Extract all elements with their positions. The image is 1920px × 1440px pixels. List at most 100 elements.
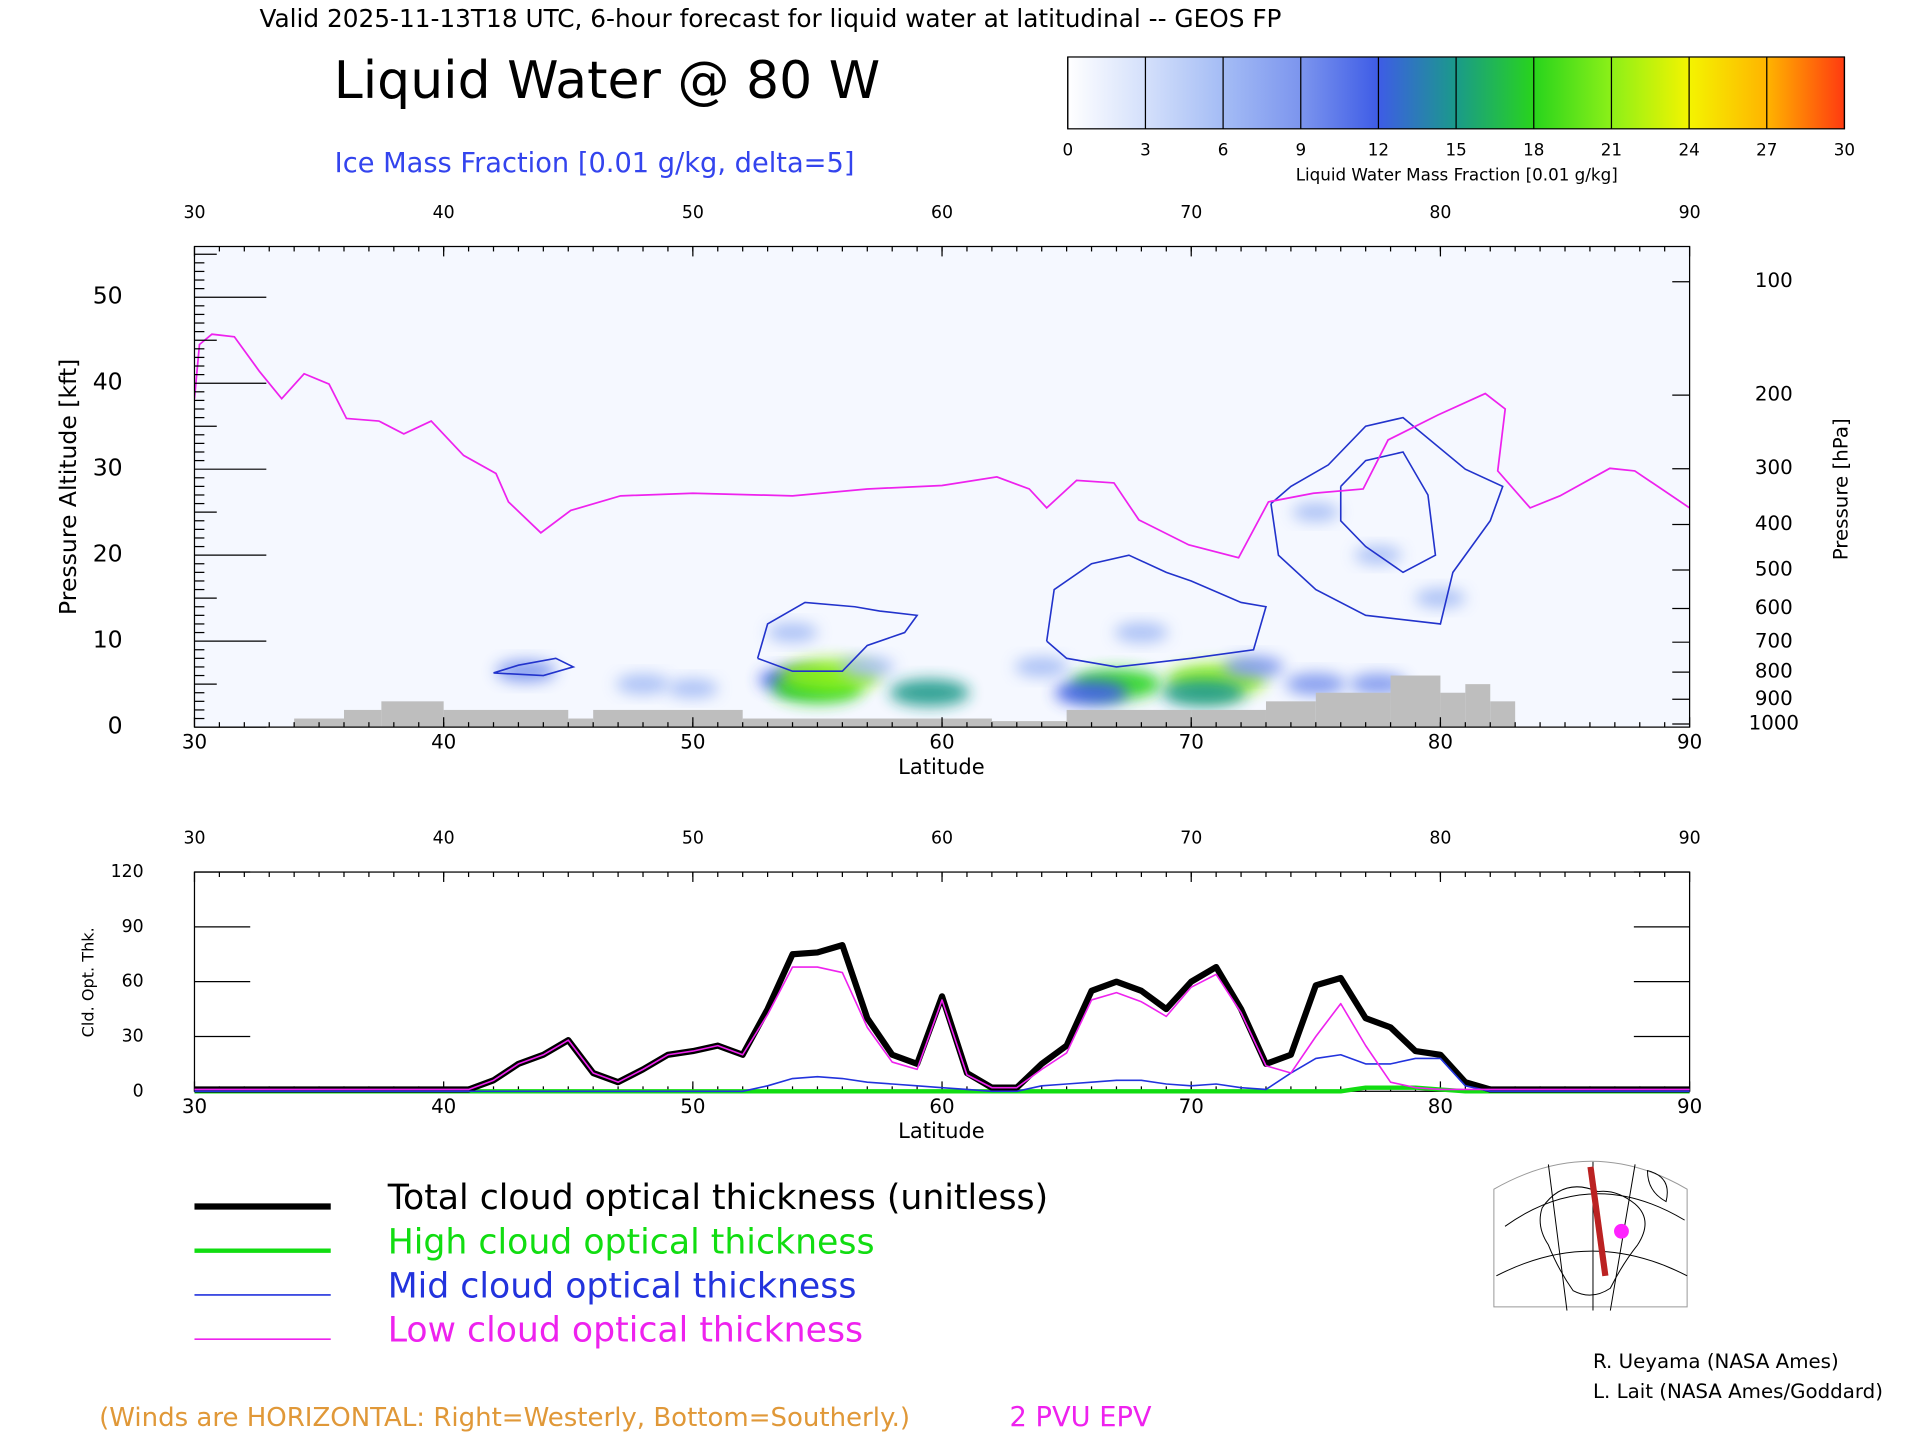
ice-contour <box>756 601 919 673</box>
epv-line <box>194 333 1690 559</box>
x-tick-label: 30 <box>182 731 207 754</box>
credit: L. Lait (NASA Ames/Goddard) <box>1593 1380 1883 1403</box>
x-tick-label: 60 <box>931 203 953 223</box>
legend-label: Mid cloud optical thickness <box>388 1267 857 1307</box>
colorbar-tick-label: 21 <box>1601 140 1622 160</box>
y2-tick-label: 800 <box>1755 660 1793 683</box>
ice-contour <box>493 657 576 677</box>
terrain <box>443 709 569 728</box>
x-tick-label: 80 <box>1428 1095 1453 1118</box>
y-tick-label: 60 <box>122 972 144 992</box>
terrain <box>1490 701 1516 728</box>
colorbar-tick-label: 6 <box>1218 140 1229 160</box>
series-line <box>194 1053 1690 1093</box>
y-axis-label: Pressure Altitude [kft] <box>54 359 82 615</box>
y2-tick-label: 100 <box>1755 269 1793 292</box>
colorbar-label: Liquid Water Mass Fraction [0.01 g/kg] <box>1296 164 1618 184</box>
colorbar-tick-label: 12 <box>1368 140 1389 160</box>
colorbar-tick-label: 15 <box>1445 140 1466 160</box>
terrain <box>343 709 382 728</box>
y2-tick-label: 400 <box>1755 512 1793 535</box>
chart-subtitle: Ice Mass Fraction [0.01 g/kg, delta=5] <box>335 148 855 179</box>
epv-label: 2 PVU EPV <box>1010 1402 1152 1433</box>
ice-contour <box>1270 416 1504 625</box>
y2-tick-label: 600 <box>1755 596 1793 619</box>
colorbar-tick-label: 0 <box>1062 140 1073 160</box>
chart-title: Liquid Water @ 80 W <box>334 51 880 111</box>
colorbar-tick-label: 27 <box>1756 140 1777 160</box>
y2-tick-label: 900 <box>1755 687 1793 710</box>
y-tick-label: 90 <box>122 917 144 937</box>
x-tick-label: 60 <box>929 731 954 754</box>
legend-label: High cloud optical thickness <box>388 1222 875 1262</box>
x-tick-label: 70 <box>1179 1095 1204 1118</box>
x-tick-label: 80 <box>1428 731 1453 754</box>
x-tick-label: 80 <box>1429 829 1451 849</box>
credit: R. Ueyama (NASA Ames) <box>1593 1350 1839 1373</box>
colorbar-tick-label: 18 <box>1523 140 1544 160</box>
series-line <box>194 942 1690 1093</box>
x-tick-label: 70 <box>1180 829 1202 849</box>
y-tick-label: 0 <box>133 1081 144 1101</box>
x-tick-label: 30 <box>183 829 205 849</box>
liquid-water-patch <box>1054 680 1129 706</box>
x-tick-label: 90 <box>1677 731 1702 754</box>
ice-contour <box>1045 554 1268 668</box>
y-tick-label: 10 <box>93 626 123 654</box>
colorbar-tick-label: 9 <box>1295 140 1306 160</box>
x-tick-label: 70 <box>1179 731 1204 754</box>
liquid-water-patch <box>1415 588 1466 608</box>
y2-tick-label: 300 <box>1755 456 1793 479</box>
legend-label: Low cloud optical thickness <box>388 1311 863 1351</box>
x-tick-label: 90 <box>1679 829 1701 849</box>
y-tick-label: 40 <box>93 368 123 396</box>
terrain <box>593 709 743 728</box>
locator-map <box>1493 1160 1688 1311</box>
header-title: Valid 2025-11-13T18 UTC, 6-hour forecast… <box>259 4 1281 33</box>
liquid-water-patch <box>1114 622 1169 643</box>
plot-background <box>194 246 1690 728</box>
liquid-water-patch <box>1285 673 1347 696</box>
x-tick-label: 30 <box>183 203 205 223</box>
x-tick-label: 90 <box>1679 203 1701 223</box>
x-tick-label: 90 <box>1677 1095 1702 1118</box>
x-tick-label: 40 <box>431 1095 456 1118</box>
terrain <box>1465 684 1491 728</box>
y2-tick-label: 700 <box>1755 630 1793 653</box>
terrain <box>568 718 594 728</box>
x-tick-label: 60 <box>931 829 953 849</box>
x-axis-label: Latitude <box>898 1118 985 1143</box>
plot-frame <box>193 871 1691 1092</box>
terrain <box>1315 692 1391 728</box>
x-tick-label: 80 <box>1429 203 1451 223</box>
y2-tick-label: 200 <box>1755 383 1793 406</box>
colorbar-tick-label: 24 <box>1678 140 1699 160</box>
liquid-water-patch <box>889 679 970 707</box>
y-tick-label: 30 <box>93 454 123 482</box>
y2-tick-label: 500 <box>1755 557 1793 580</box>
liquid-water-patch <box>616 674 671 695</box>
x-tick-label: 70 <box>1180 203 1202 223</box>
x-tick-label: 40 <box>431 731 456 754</box>
liquid-water-patch <box>767 622 818 643</box>
terrain <box>1440 692 1466 728</box>
x-tick-label: 50 <box>682 203 704 223</box>
y-tick-label: 20 <box>93 540 123 568</box>
y2-tick-label: 1000 <box>1749 711 1799 734</box>
winds-note: (Winds are HORIZONTAL: Right=Westerly, B… <box>99 1403 910 1433</box>
y-tick-label: 0 <box>108 712 123 740</box>
terrain <box>1390 675 1441 728</box>
series-line <box>194 966 1690 1091</box>
x-tick-label: 50 <box>682 829 704 849</box>
terrain <box>1066 709 1192 728</box>
liquid-water-patch <box>495 660 557 683</box>
liquid-water-patch <box>1292 503 1340 522</box>
terrain <box>991 721 1067 728</box>
x-tick-label: 50 <box>680 731 705 754</box>
terrain <box>1191 709 1266 728</box>
x-axis-label: Latitude <box>898 754 985 779</box>
y-tick-label: 120 <box>111 862 144 882</box>
x-tick-label: 60 <box>929 1095 954 1118</box>
